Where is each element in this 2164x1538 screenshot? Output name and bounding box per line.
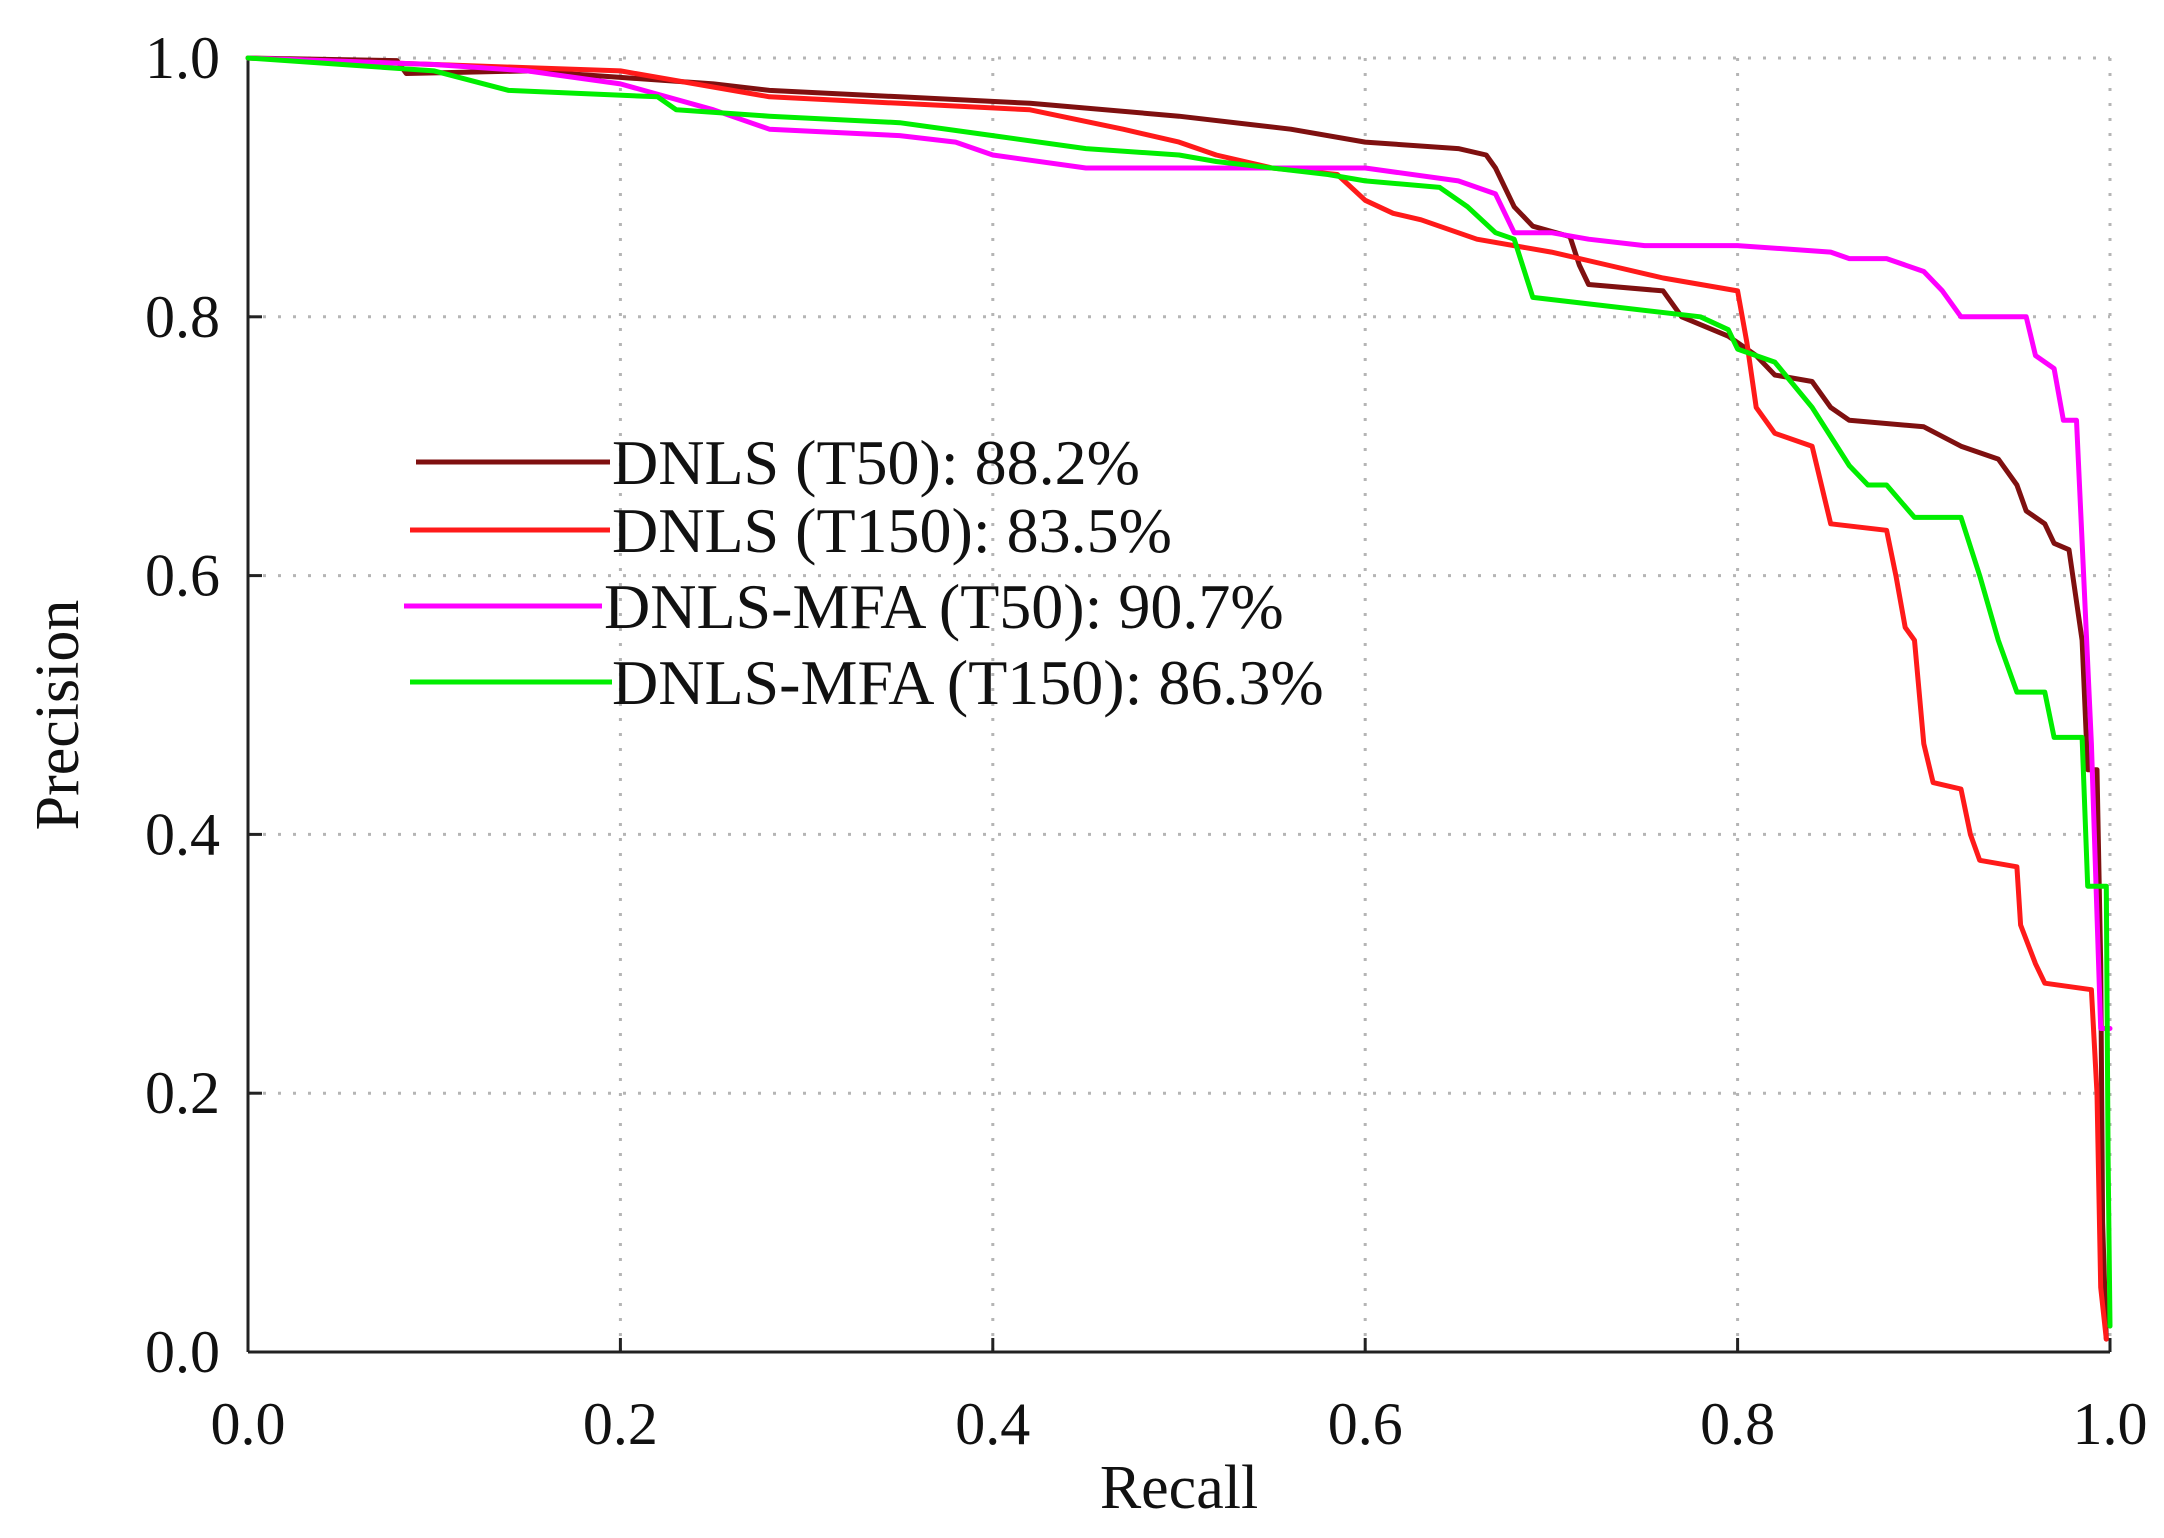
legend-label-4: DNLS-MFA (T150): 86.3% bbox=[612, 647, 1324, 718]
legend-label-1: DNLS (T50): 88.2% bbox=[612, 427, 1140, 498]
y-tick-label: 1.0 bbox=[145, 25, 220, 91]
x-axis-label: Recall bbox=[1100, 1454, 1258, 1522]
x-tick-label: 0.8 bbox=[1700, 1391, 1775, 1457]
tick-labels: 0.0 0.2 0.4 0.6 0.8 1.0 0.0 0.2 0.4 0.6 0.8 1.0 bbox=[145, 25, 2148, 1457]
series-line-2 bbox=[245, 55, 2109, 1342]
y-tick-label: 0.8 bbox=[145, 284, 220, 350]
y-tick-label: 0.6 bbox=[145, 543, 220, 609]
y-tick-label: 0.2 bbox=[145, 1060, 220, 1126]
series-lines bbox=[245, 55, 2113, 1342]
legend-label-2: DNLS (T150): 83.5% bbox=[612, 495, 1172, 566]
series-line-1 bbox=[245, 55, 2109, 1342]
x-tick-label: 0.2 bbox=[583, 1391, 658, 1457]
x-tick-label: 1.0 bbox=[2073, 1391, 2148, 1457]
x-tick-label: 0.4 bbox=[955, 1391, 1030, 1457]
legend-label-3: DNLS-MFA (T50): 90.7% bbox=[604, 571, 1284, 642]
y-tick-label: 0.4 bbox=[145, 801, 220, 867]
x-tick-label: 0.6 bbox=[1328, 1391, 1403, 1457]
x-tick-label: 0.0 bbox=[211, 1391, 286, 1457]
y-tick-label: 0.0 bbox=[145, 1319, 220, 1385]
y-axis-label: Precision bbox=[24, 600, 92, 831]
series-line-4 bbox=[245, 55, 2113, 1329]
grid bbox=[248, 56, 2112, 1352]
series-line-3 bbox=[245, 55, 2113, 1031]
legend: DNLS (T50): 88.2%DNLS (T150): 83.5%DNLS-… bbox=[404, 427, 1324, 718]
axes bbox=[246, 58, 2110, 1354]
